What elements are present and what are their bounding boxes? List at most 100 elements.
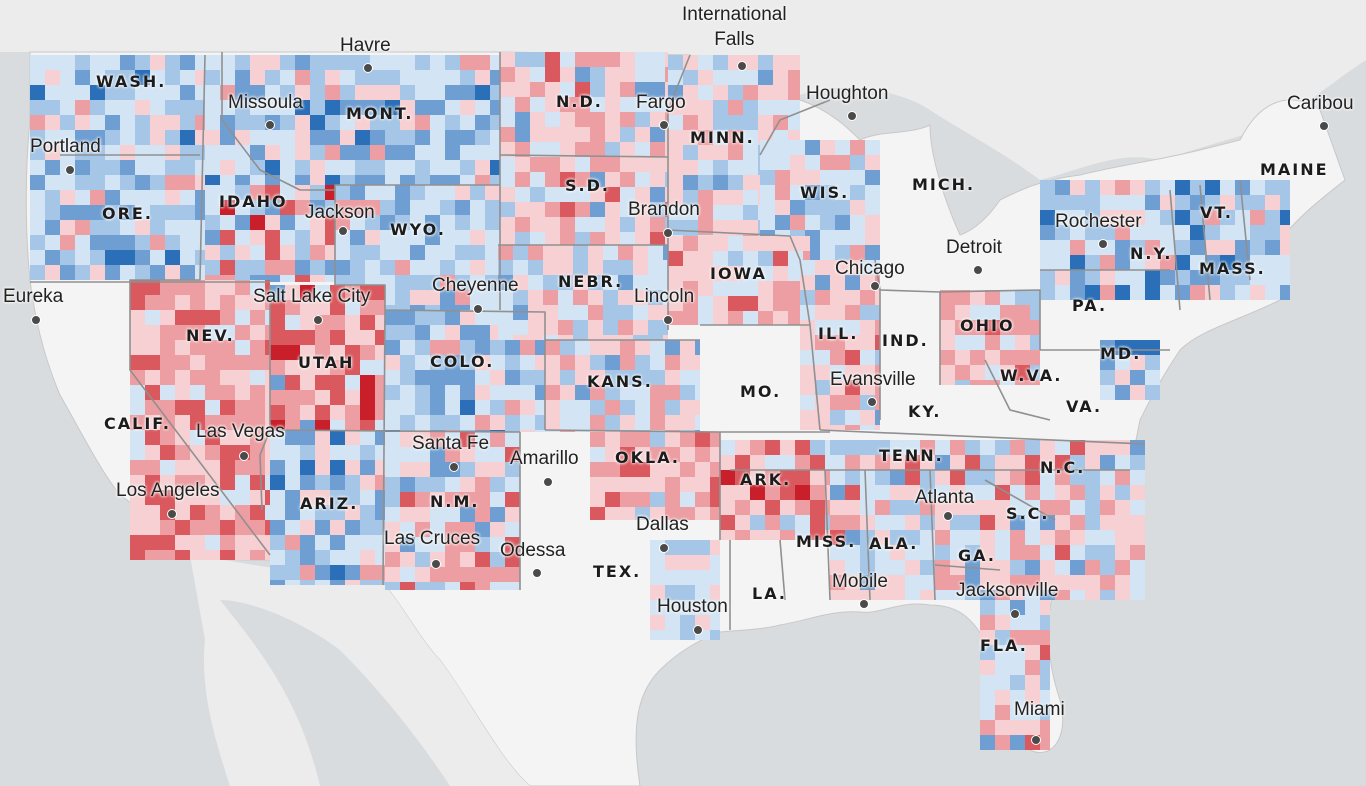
county-cell [875, 425, 880, 430]
county-cell [220, 550, 238, 560]
county-cell [955, 305, 970, 321]
county-cell [618, 275, 633, 292]
county-cell [830, 380, 846, 398]
state-label-tex: TEX. [593, 562, 642, 581]
county-cell [665, 217, 668, 233]
county-cell [300, 580, 320, 585]
county-cell [558, 305, 574, 324]
county-cell [605, 217, 624, 235]
county-cell [430, 492, 447, 509]
county-cell [860, 380, 878, 397]
county-cell [590, 447, 609, 465]
county-cell [285, 535, 302, 553]
county-cell [590, 202, 606, 218]
county-cell [665, 492, 680, 510]
county-cell [30, 205, 49, 223]
county-cell [270, 580, 288, 585]
county-cell [805, 155, 820, 172]
county-cell [1220, 240, 1235, 258]
county-cell [385, 447, 401, 466]
county-cell [875, 350, 880, 365]
county-cell [90, 235, 107, 252]
county-cell [1040, 705, 1050, 722]
county-cell [728, 100, 747, 118]
county-cell [860, 590, 878, 600]
county-cell [758, 236, 773, 252]
county-cell [250, 85, 265, 100]
county-cell [618, 320, 636, 338]
county-cell [780, 470, 797, 485]
county-cell [695, 355, 700, 373]
city-dot-odessa [532, 568, 542, 578]
county-cell [545, 400, 562, 418]
county-cell [400, 567, 418, 583]
county-cell [300, 375, 317, 394]
county-cell [325, 185, 335, 203]
county-cell [440, 200, 455, 219]
county-cell [385, 55, 402, 70]
county-cell [845, 350, 863, 369]
county-cell [235, 275, 250, 282]
county-cell [460, 537, 478, 554]
county-cell [635, 202, 653, 220]
county-cell [445, 492, 460, 507]
county-cell [415, 415, 434, 431]
county-cell [135, 160, 150, 176]
county-cell [120, 205, 135, 220]
county-cell [680, 585, 696, 604]
county-cell [300, 300, 318, 317]
county-cell [713, 205, 732, 223]
county-cell [713, 115, 729, 130]
county-cell [45, 190, 61, 209]
county-cell [445, 522, 464, 540]
county-cell [445, 567, 462, 586]
county-cell [235, 415, 251, 433]
county-cell [620, 97, 639, 116]
county-cell [415, 370, 434, 387]
city-dot-caribou [1319, 121, 1329, 131]
city-label-international-falls: International Falls [682, 4, 787, 50]
county-cell [285, 390, 301, 405]
county-cell [970, 380, 987, 385]
county-cell [788, 100, 800, 115]
county-cell [528, 335, 549, 340]
county-cell [415, 175, 434, 185]
county-cell [950, 590, 966, 600]
county-cell [400, 400, 415, 416]
county-cell [165, 265, 184, 280]
county-cell [1055, 530, 1072, 546]
county-cell [235, 115, 250, 133]
county-cell [985, 320, 1000, 337]
county-cell [875, 395, 880, 414]
county-cell [490, 115, 500, 132]
county-cell [775, 185, 794, 204]
county-cell [330, 535, 345, 551]
county-cell [500, 97, 518, 114]
county-cell [130, 400, 148, 418]
county-cell [575, 82, 590, 98]
county-cell [490, 522, 507, 538]
county-cell [528, 245, 547, 260]
county-cell [345, 390, 361, 406]
county-cell [1280, 270, 1290, 287]
state-label-sd: S.D. [565, 176, 610, 195]
county-cell [590, 355, 606, 370]
county-cell [545, 232, 560, 245]
county-cell [683, 205, 701, 221]
county-cell [280, 175, 301, 185]
county-cell [355, 175, 370, 185]
county-cell [425, 305, 446, 310]
county-cell [545, 385, 562, 401]
county-cell [265, 145, 284, 161]
county-cell [280, 160, 299, 175]
county-cell [415, 507, 433, 525]
county-cell [235, 400, 250, 418]
county-cell [285, 285, 302, 304]
city-label-miami: Miami [1014, 699, 1065, 720]
county-cell [455, 215, 473, 232]
county-cell [775, 155, 791, 172]
county-cell [1100, 500, 1116, 518]
county-cell [1070, 530, 1088, 547]
county-cell [145, 385, 164, 402]
county-cell [665, 232, 668, 245]
